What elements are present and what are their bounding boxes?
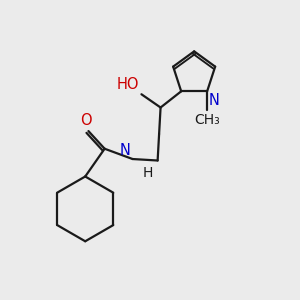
- Text: H: H: [143, 167, 153, 180]
- Text: N: N: [120, 142, 130, 158]
- Text: CH₃: CH₃: [194, 113, 220, 127]
- Text: O: O: [81, 113, 92, 128]
- Text: N: N: [208, 93, 220, 108]
- Text: HO: HO: [117, 77, 140, 92]
